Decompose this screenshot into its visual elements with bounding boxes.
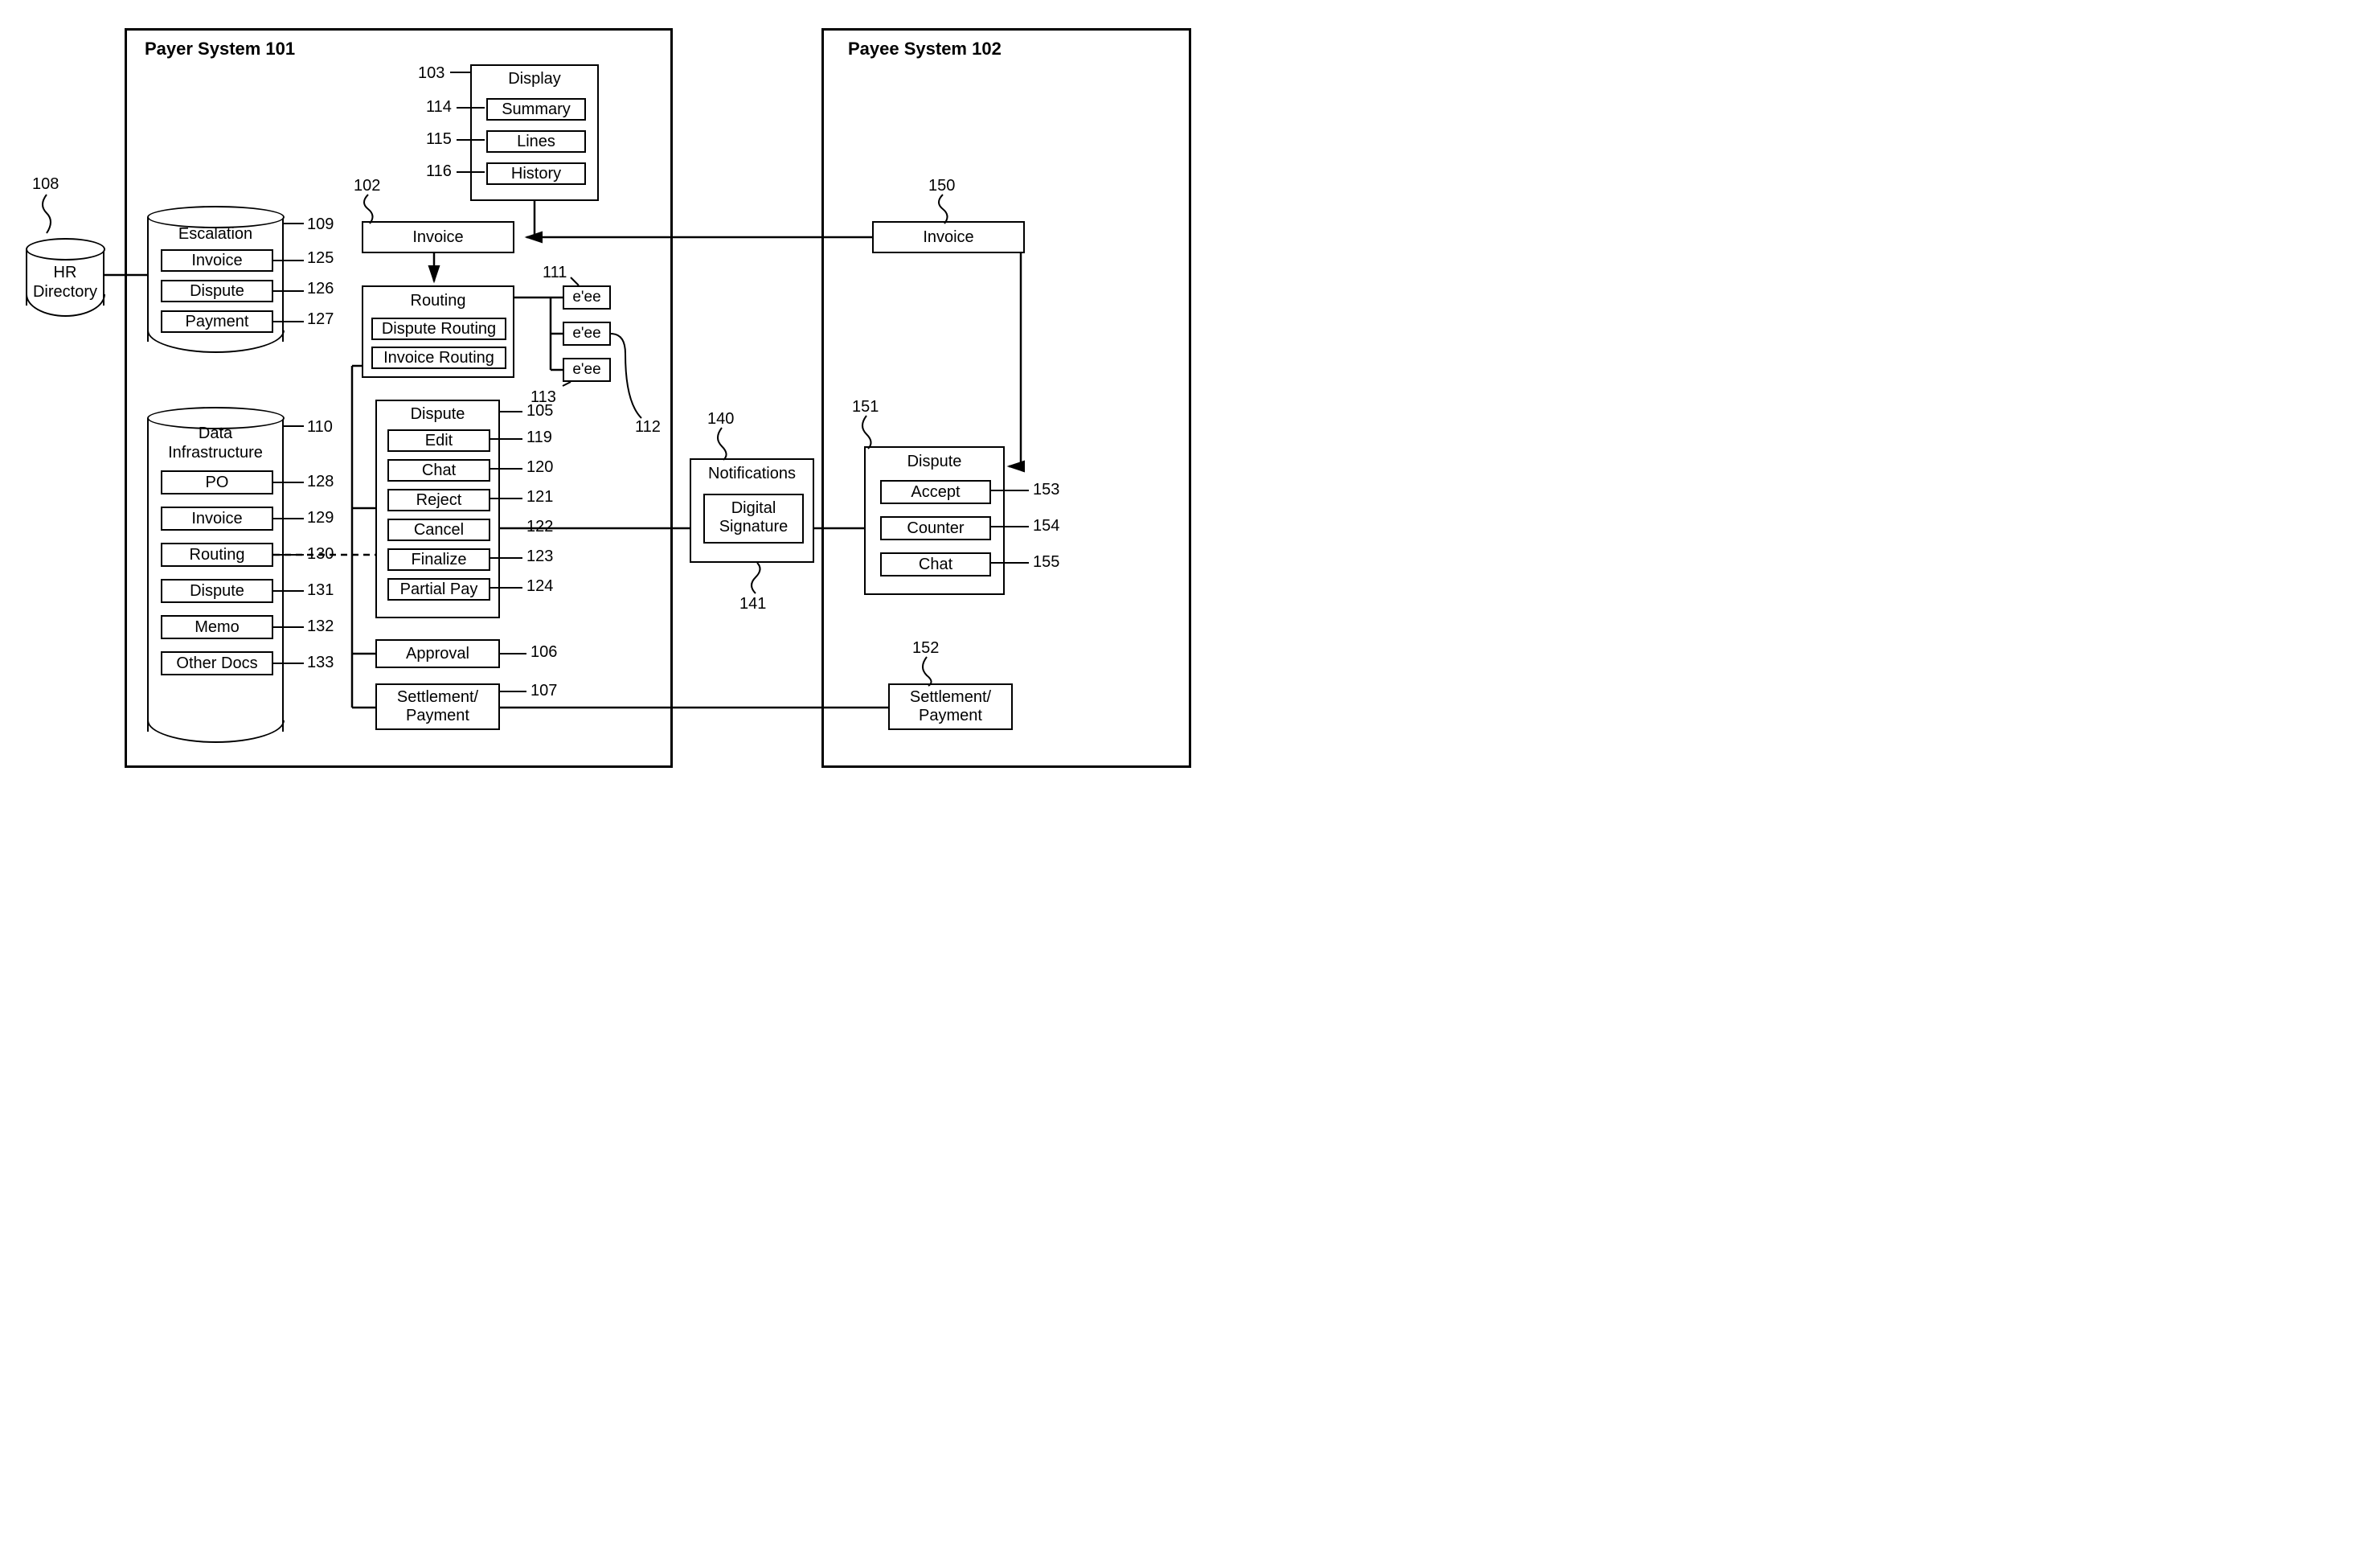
invoice-payee-box: Invoice [872, 221, 1025, 253]
dispute-partial-pay: Partial Pay [387, 578, 490, 601]
data-infra-memo: Memo [161, 615, 273, 639]
ref-119: 119 [526, 429, 552, 447]
ref-114: 114 [426, 98, 452, 117]
data-infra-routing: Routing [161, 543, 273, 567]
settlement-payee-l2: Payment [890, 707, 1011, 725]
dispute-chat-payee: Chat [880, 552, 991, 576]
ref-110: 110 [307, 418, 333, 437]
escalation-item-dispute: Dispute [161, 280, 273, 302]
dispute-finalize: Finalize [387, 548, 490, 571]
invoice-payer-label: Invoice [363, 223, 513, 247]
dispute-payer-box: Dispute Edit Chat Reject Cancel Finalize… [375, 400, 500, 618]
dispute-cancel: Cancel [387, 519, 490, 541]
ref-122: 122 [526, 518, 553, 536]
ref-112: 112 [635, 418, 661, 437]
ref-127: 127 [307, 310, 334, 329]
ref-120: 120 [526, 458, 553, 477]
ref-109: 109 [307, 215, 334, 234]
diagram-canvas: Payer System 101 Payee System 102 HR Dir… [16, 16, 1206, 794]
dispute-reject: Reject [387, 489, 490, 511]
display-summary: Summary [486, 98, 586, 121]
escalation-cylinder: Escalation Invoice Dispute Payment [147, 217, 284, 342]
data-infra-other-docs: Other Docs [161, 651, 273, 675]
display-title: Display [472, 70, 597, 88]
ref-141: 141 [739, 595, 766, 613]
ref-116: 116 [426, 162, 452, 181]
ref-132: 132 [307, 617, 334, 636]
dispute-counter: Counter [880, 516, 991, 540]
dispute-accept: Accept [880, 480, 991, 504]
data-infra-invoice: Invoice [161, 507, 273, 531]
data-infra-cylinder: Data Infrastructure PO Invoice Routing D… [147, 418, 284, 732]
ref-102-invoice: 102 [354, 177, 380, 195]
ref-108: 108 [32, 175, 59, 194]
payer-system-title: Payer System 101 [145, 39, 295, 59]
dispute-edit: Edit [387, 429, 490, 452]
ref-133: 133 [307, 654, 334, 672]
payee-system-title: Payee System 102 [848, 39, 1002, 59]
settlement-payer-box: Settlement/ Payment [375, 683, 500, 730]
eee-1: e'ee [563, 285, 611, 310]
ref-106: 106 [530, 643, 557, 662]
approval-label: Approval [377, 641, 498, 663]
routing-dispute: Dispute Routing [371, 318, 506, 340]
settlement-payer-l1: Settlement/ [377, 685, 498, 707]
ref-103: 103 [418, 64, 444, 83]
escalation-item-payment: Payment [161, 310, 273, 333]
invoice-payee-label: Invoice [874, 223, 1023, 247]
escalation-item-invoice: Invoice [161, 249, 273, 272]
ref-154: 154 [1033, 517, 1059, 535]
routing-box: Routing Dispute Routing Invoice Routing [362, 285, 514, 378]
display-lines: Lines [486, 130, 586, 153]
ref-126: 126 [307, 280, 334, 298]
approval-box: Approval [375, 639, 500, 668]
ref-128: 128 [307, 473, 334, 491]
ref-153: 153 [1033, 481, 1059, 499]
ref-130: 130 [307, 545, 334, 564]
ref-155: 155 [1033, 553, 1059, 572]
dispute-payer-title: Dispute [377, 405, 498, 424]
data-infra-title-2: Infrastructure [149, 444, 282, 462]
ref-152: 152 [912, 639, 939, 658]
hr-directory-label-1: HR [27, 264, 103, 282]
ref-115: 115 [426, 130, 452, 149]
ref-151: 151 [852, 398, 879, 416]
invoice-payer-box: Invoice [362, 221, 514, 253]
eee-2: e'ee [563, 322, 611, 346]
settlement-payee-l1: Settlement/ [890, 685, 1011, 707]
settlement-payer-l2: Payment [377, 707, 498, 725]
escalation-title: Escalation [149, 225, 282, 244]
ref-129: 129 [307, 509, 334, 527]
display-history: History [486, 162, 586, 185]
data-infra-title-1: Data [149, 425, 282, 443]
dispute-payee-title: Dispute [866, 453, 1003, 471]
routing-title: Routing [363, 292, 513, 310]
ref-131: 131 [307, 581, 334, 600]
dispute-chat: Chat [387, 459, 490, 482]
ref-150: 150 [928, 177, 955, 195]
ref-105: 105 [526, 402, 553, 421]
notifications-box: Notifications Digital Signature [690, 458, 814, 563]
dispute-payee-box: Dispute Accept Counter Chat [864, 446, 1005, 595]
routing-invoice: Invoice Routing [371, 347, 506, 369]
ref-140: 140 [707, 410, 734, 429]
digital-signature-box: Digital Signature [703, 494, 804, 544]
ref-123: 123 [526, 548, 553, 566]
data-infra-po: PO [161, 470, 273, 494]
hr-directory-label-2: Directory [27, 283, 103, 302]
eee-3: e'ee [563, 358, 611, 382]
ref-125: 125 [307, 249, 334, 268]
ref-124: 124 [526, 577, 553, 596]
ref-121: 121 [526, 488, 553, 507]
ref-107: 107 [530, 682, 557, 700]
hr-directory-cylinder: HR Directory [26, 249, 104, 306]
ref-111: 111 [543, 264, 567, 282]
settlement-payee-box: Settlement/ Payment [888, 683, 1013, 730]
notifications-title: Notifications [691, 465, 813, 483]
data-infra-dispute: Dispute [161, 579, 273, 603]
display-box: Display Summary Lines History [470, 64, 599, 201]
